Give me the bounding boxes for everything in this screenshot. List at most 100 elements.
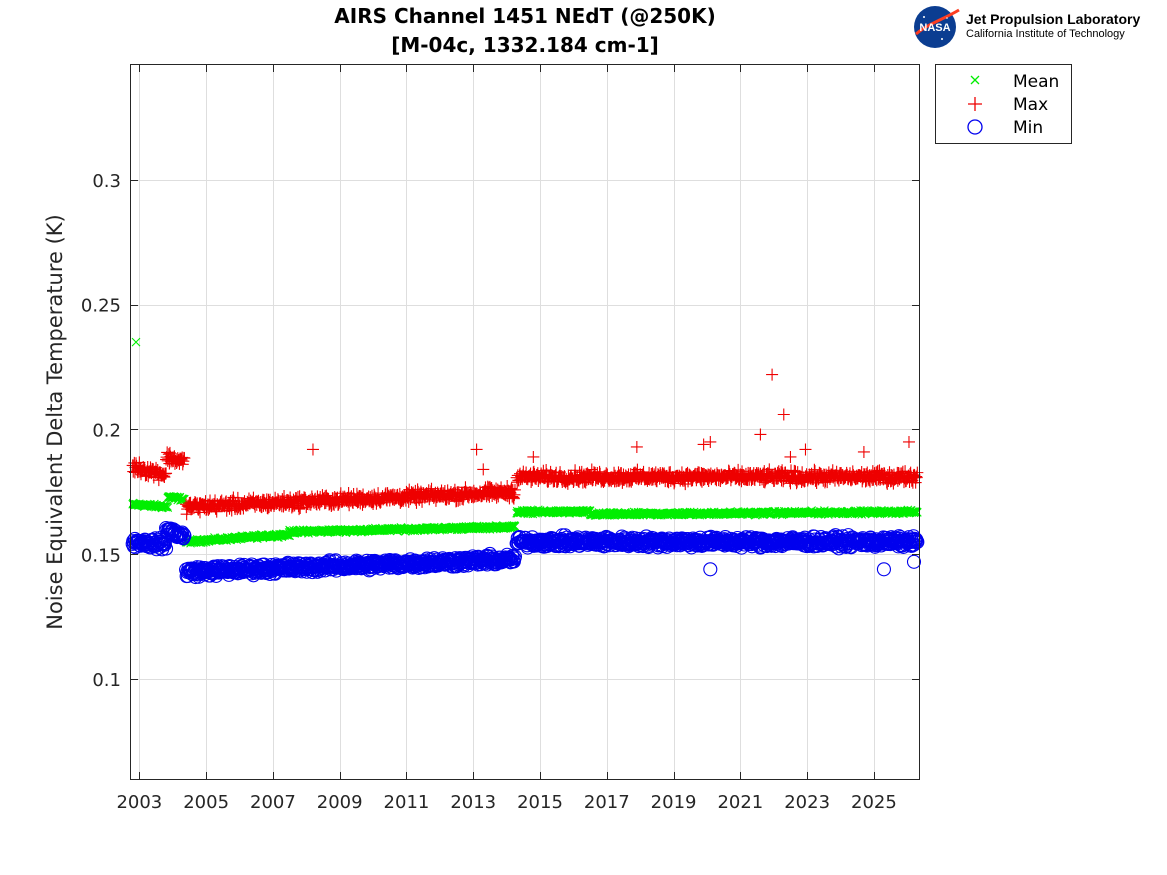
max-point bbox=[637, 465, 650, 478]
max-point bbox=[176, 458, 189, 471]
series-min bbox=[125, 521, 925, 585]
max-point bbox=[537, 464, 550, 477]
max-point bbox=[470, 443, 483, 456]
max-point bbox=[508, 488, 521, 501]
grid-lines bbox=[131, 65, 919, 779]
max-point bbox=[508, 483, 521, 496]
max-point bbox=[612, 466, 625, 479]
y-axis-label: Noise Equivalent Delta Temperature (K) bbox=[43, 214, 67, 630]
max-point bbox=[788, 464, 801, 477]
x-tick-label: 2009 bbox=[317, 792, 363, 813]
x-tick-label: 2019 bbox=[651, 792, 697, 813]
legend-label-mean: Mean bbox=[1013, 72, 1060, 92]
x-tick-label: 2023 bbox=[784, 792, 830, 813]
max-point bbox=[857, 445, 870, 458]
x-tick-label: 2021 bbox=[717, 792, 763, 813]
institution-name: California Institute of Technology bbox=[966, 28, 1125, 40]
max-point bbox=[908, 469, 921, 482]
x-tick-label: 2015 bbox=[517, 792, 563, 813]
legend-item-mean: Mean bbox=[936, 70, 1071, 92]
min-point bbox=[876, 562, 891, 577]
x-tick-label: 2005 bbox=[183, 792, 229, 813]
legend-item-max: Max bbox=[936, 93, 1071, 115]
max-point bbox=[402, 495, 415, 508]
max-point bbox=[777, 408, 790, 421]
max-point bbox=[231, 491, 244, 504]
min-point bbox=[906, 554, 922, 569]
axis-ticks bbox=[131, 65, 919, 779]
max-point bbox=[413, 493, 426, 506]
axes-frame bbox=[130, 64, 920, 780]
max-point bbox=[306, 443, 319, 456]
x-tick-label: 2003 bbox=[116, 792, 162, 813]
legend-item-min: Min bbox=[936, 116, 1071, 138]
min-point bbox=[175, 525, 190, 540]
max-point bbox=[784, 450, 797, 463]
max-point bbox=[507, 491, 520, 504]
mean-point bbox=[163, 503, 173, 512]
max-point bbox=[910, 471, 923, 484]
y-tick-label: 0.2 bbox=[92, 420, 121, 441]
min-point bbox=[910, 534, 925, 550]
max-point bbox=[160, 467, 173, 480]
plus-marker-icon bbox=[968, 97, 982, 111]
lab-name: Jet Propulsion Laboratory bbox=[966, 11, 1141, 27]
max-point bbox=[704, 435, 717, 448]
x-tick-label: 2011 bbox=[384, 792, 430, 813]
max-point bbox=[162, 448, 175, 461]
max-point bbox=[631, 463, 644, 476]
y-tick-label: 0.3 bbox=[92, 171, 121, 192]
mean-point bbox=[162, 501, 172, 511]
x-marker-icon bbox=[970, 75, 980, 85]
max-point bbox=[178, 452, 191, 465]
max-point bbox=[342, 487, 355, 500]
mean-point bbox=[510, 522, 520, 531]
nasa-wordmark: NASA bbox=[919, 22, 950, 34]
y-tick-label: 0.1 bbox=[92, 670, 121, 691]
max-point bbox=[808, 463, 821, 476]
y-tick-label: 0.25 bbox=[81, 296, 121, 317]
max-point bbox=[505, 482, 518, 495]
x-tick-label: 2013 bbox=[450, 792, 496, 813]
max-point bbox=[870, 466, 883, 479]
y-tick-label: 0.15 bbox=[81, 545, 121, 566]
min-point bbox=[177, 528, 192, 543]
chart-title: AIRS Channel 1451 NEdT (@250K) bbox=[334, 4, 716, 28]
mean-point bbox=[131, 337, 141, 347]
max-point bbox=[506, 490, 519, 503]
max-point bbox=[799, 443, 812, 456]
min-point bbox=[159, 541, 174, 556]
max-point bbox=[695, 475, 708, 488]
max-point bbox=[630, 440, 643, 453]
legend-label-min: Min bbox=[1013, 118, 1044, 138]
max-point bbox=[477, 463, 490, 476]
max-point bbox=[766, 368, 779, 381]
chart-subtitle: [M-04c, 1332.184 cm-1] bbox=[391, 33, 659, 57]
series-max bbox=[126, 368, 924, 521]
mean-point bbox=[180, 494, 189, 504]
x-tick-label: 2007 bbox=[250, 792, 296, 813]
max-point bbox=[658, 467, 671, 480]
max-point bbox=[902, 435, 915, 448]
x-tick-label: 2025 bbox=[851, 792, 897, 813]
max-point bbox=[911, 466, 924, 479]
x-tick-label: 2017 bbox=[584, 792, 630, 813]
max-point bbox=[177, 455, 190, 468]
max-point bbox=[527, 450, 540, 463]
max-point bbox=[157, 470, 170, 483]
max-point bbox=[899, 465, 912, 478]
data-points bbox=[125, 337, 925, 585]
chart-legend: Mean Max Min bbox=[935, 64, 1072, 144]
jpl-logo: NASA Jet Propulsion Laboratory Californi… bbox=[912, 4, 1162, 50]
legend-label-max: Max bbox=[1013, 95, 1049, 115]
max-point bbox=[754, 428, 767, 441]
max-point bbox=[697, 438, 710, 451]
max-point bbox=[679, 478, 692, 491]
max-point bbox=[319, 490, 332, 503]
circle-marker-icon bbox=[967, 119, 983, 135]
axis-tick-labels: 2003 2005 2007 2009 2011 2013 2015 2017 2019 2021… bbox=[81, 171, 897, 813]
series-mean bbox=[128, 337, 922, 548]
min-point bbox=[703, 562, 718, 577]
nasa-meatball-icon: NASA bbox=[914, 6, 960, 48]
